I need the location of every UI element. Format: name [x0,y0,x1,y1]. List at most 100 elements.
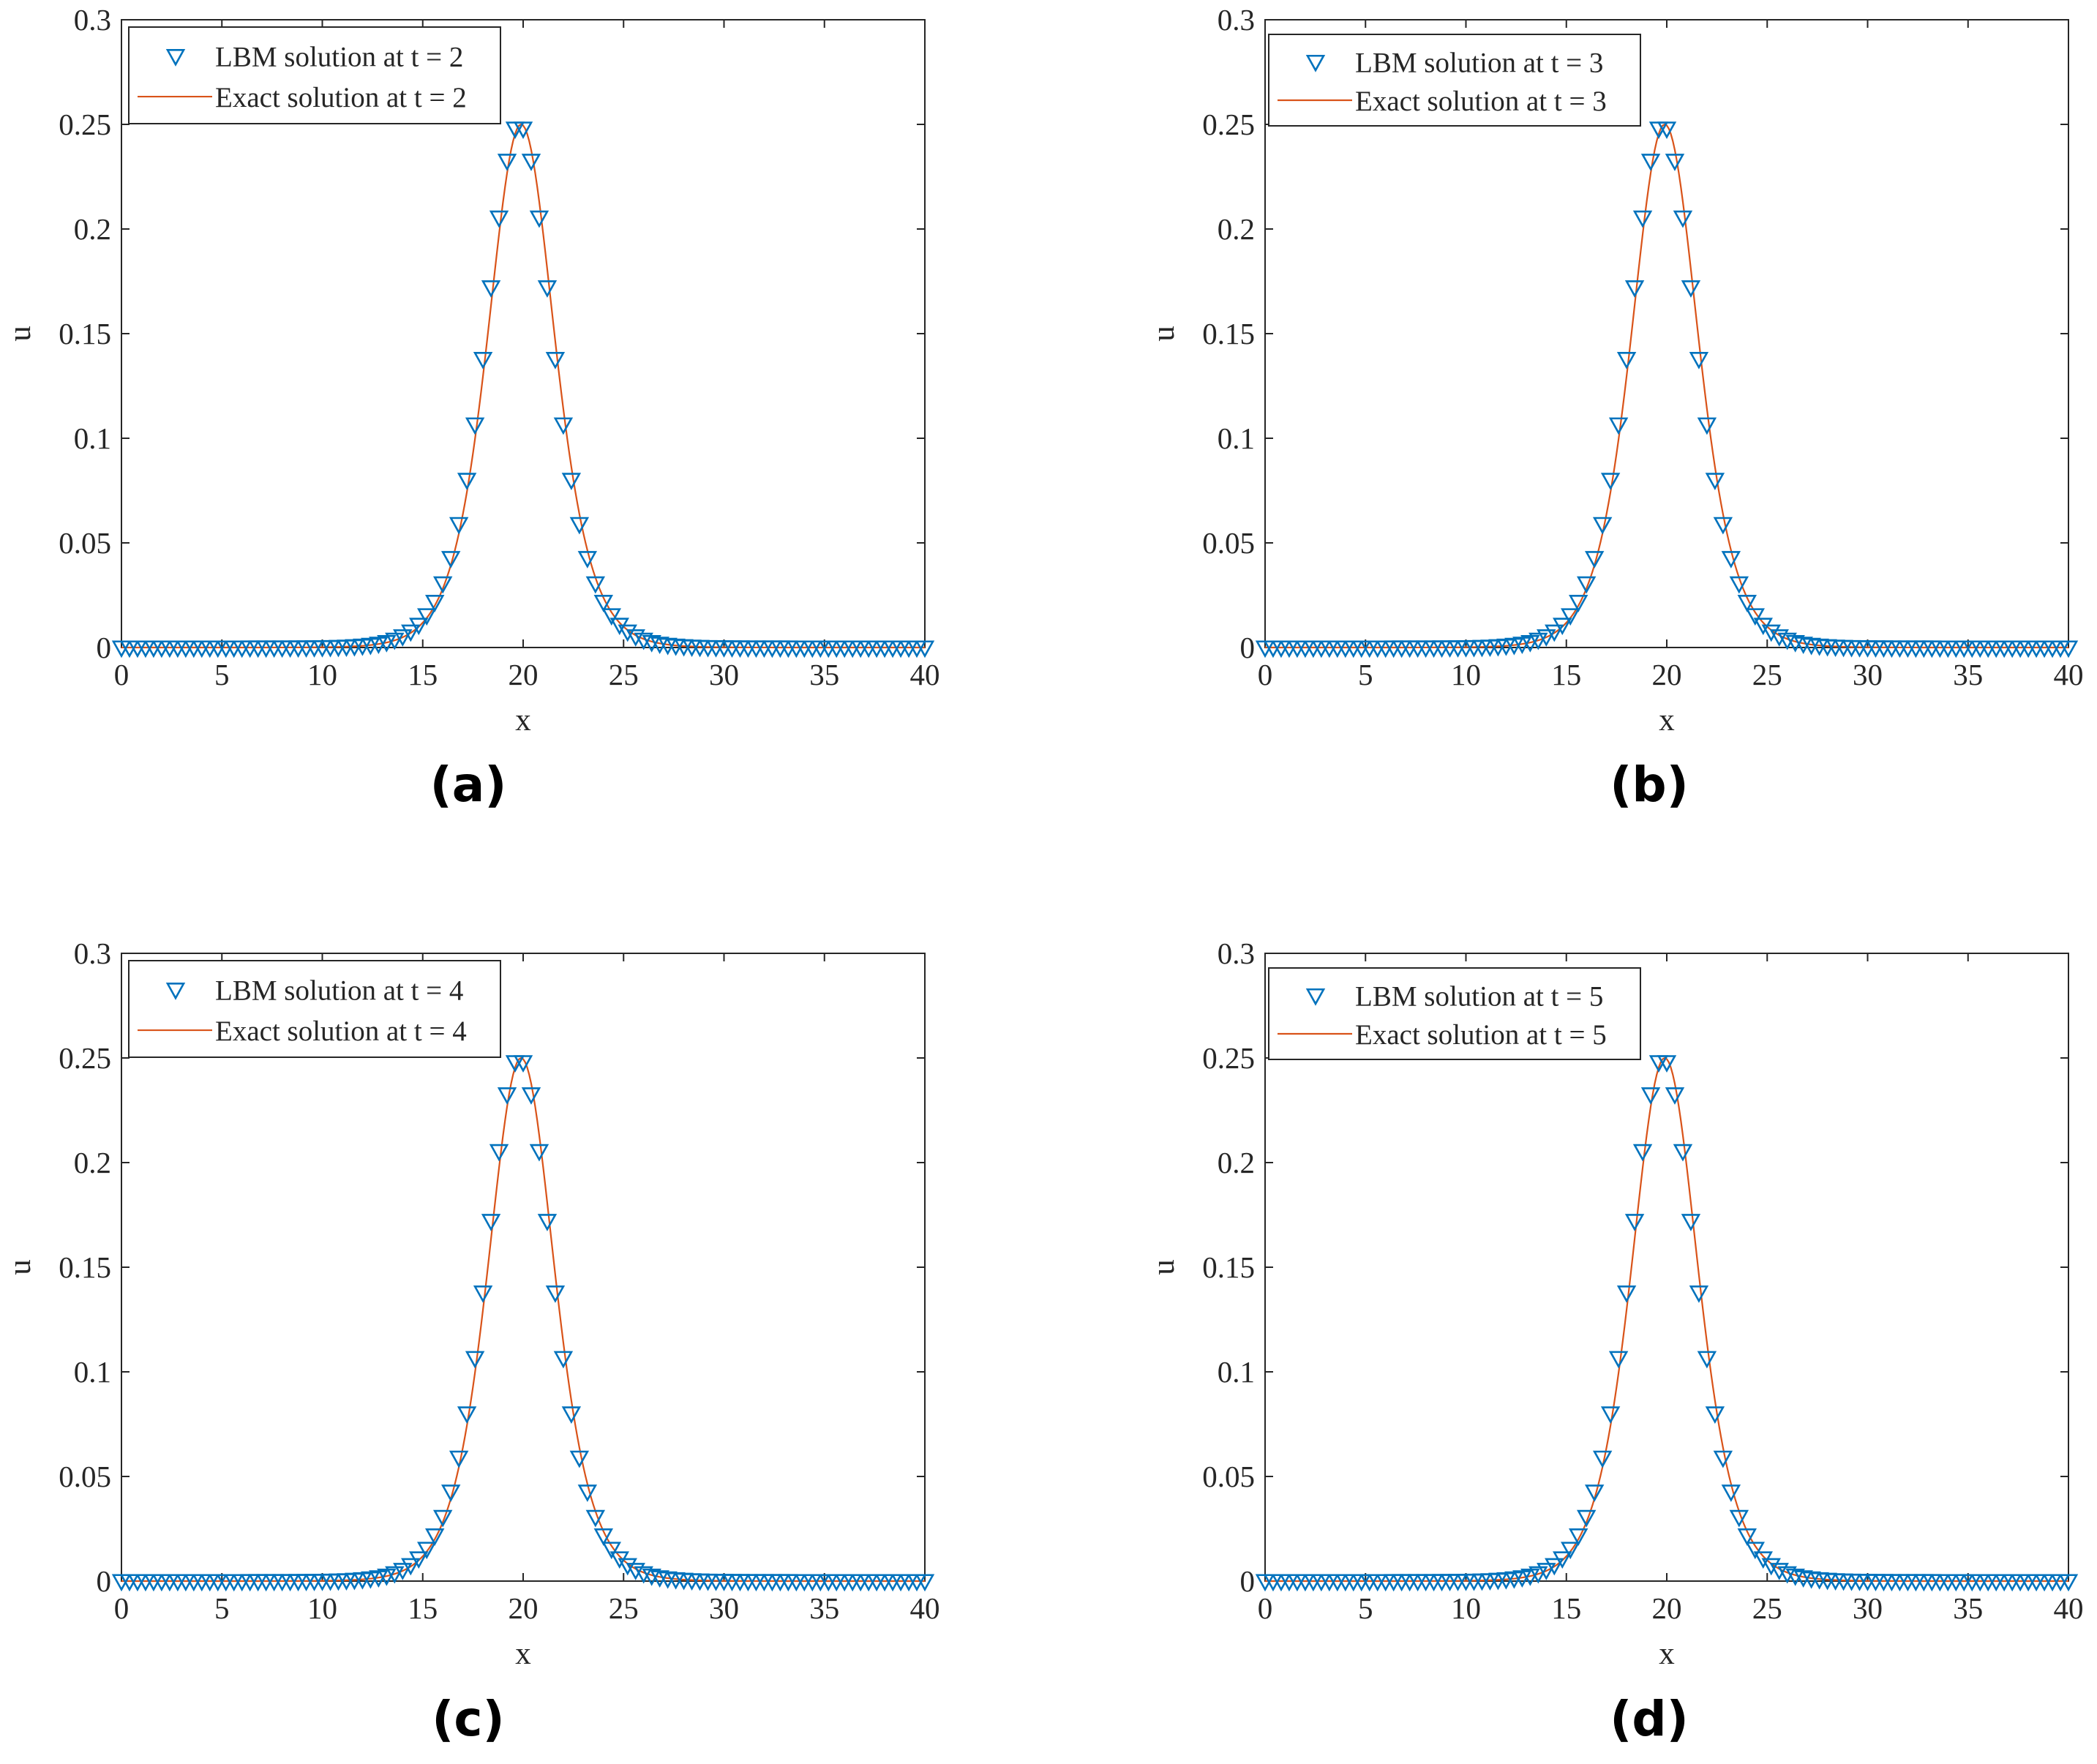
lbm-marker [858,640,879,658]
lbm-marker [2002,1574,2022,1592]
lbm-marker [1697,417,1717,435]
lbm-marker [1592,1450,1613,1468]
lbm-marker [730,1574,750,1592]
lbm-marker [473,1286,493,1303]
lbm-marker [1986,1574,2006,1592]
lbm-marker [232,1574,252,1592]
lbm-marker [1520,634,1540,653]
lbm-marker [425,595,445,612]
lbm-marker [1327,1574,1348,1592]
lbm-marker [1850,1574,1869,1591]
lbm-marker [1994,1574,2014,1592]
lbm-marker [842,1574,863,1592]
lbm-marker [601,608,621,626]
lbm-marker [577,1485,598,1502]
lbm-marker [168,640,188,658]
lbm-marker [224,640,244,658]
exact-solution-line [1265,1056,2068,1583]
x-tick-label: 40 [910,658,940,691]
lbm-marker [2010,1574,2030,1592]
lbm-marker [151,640,172,658]
y-tick-label: 0.1 [1218,421,1255,455]
lbm-marker [385,632,405,650]
lbm-marker [722,1574,742,1592]
lbm-marker [377,1568,397,1586]
panel-b: 0 5 10 15 20 25 30 35 40 0 0.05 0.1 0.15 0.2 0.25 0.3 x u… [1147,3,2084,813]
lbm-marker [1994,640,2014,658]
y-tick-label: 0.2 [74,212,111,246]
lbm-marker [417,608,437,626]
y-tick-label: 0.2 [74,1146,111,1179]
lbm-marker [1914,640,1934,658]
x-tick-label: 40 [2054,658,2084,691]
lbm-marker [1359,1574,1379,1592]
lbm-marker [874,640,895,658]
y-tick-label: 0.3 [74,937,111,970]
lbm-marker [1271,1574,1291,1592]
lbm-marker [208,640,228,658]
lbm-marker [1376,640,1395,658]
lbm-marker [272,1574,292,1592]
lbm-marker [1343,640,1363,658]
lbm-marker [449,517,469,535]
x-tick-label: 20 [509,658,539,691]
lbm-marker [529,210,549,228]
lbm-marker [1713,1450,1733,1468]
lbm-marker [585,576,606,594]
lbm-marker [216,640,236,658]
lbm-marker [248,640,268,658]
legend-marker-sample [1305,54,1326,72]
lbm-marker [320,639,340,658]
lbm-marker [1866,1574,1886,1592]
lbm-marker [762,640,782,658]
lbm-marker [2018,1574,2038,1592]
lbm-marker [722,640,742,658]
lbm-marker [1351,640,1371,658]
x-tick-label: 10 [307,658,337,691]
lbm-marker [1962,640,1982,658]
y-tick-label: 0.1 [1218,1355,1255,1389]
lbm-marker [1632,210,1653,228]
x-tick-label: 30 [1853,658,1883,691]
lbm-marker [866,1574,887,1592]
lbm-marker [529,1144,549,1162]
lbm-marker [417,1542,437,1560]
lbm-marker [1343,1574,1363,1592]
lbm-marker [1954,1574,1974,1592]
legend-box [128,26,501,124]
lbm-marker [1874,640,1894,658]
lbm-marker [1464,639,1484,658]
lbm-marker [874,1574,895,1592]
y-tick-label: 0.1 [74,421,111,455]
lbm-marker [1271,640,1291,658]
lbm-marker [770,640,790,658]
lbm-marker [1368,1574,1387,1592]
lbm-marker [1866,640,1886,658]
lbm-marker [1681,1214,1701,1231]
lbm-marker [1689,1286,1709,1303]
lbm-marker [1553,1551,1572,1569]
lbm-marker [842,640,863,658]
lbm-marker [618,624,637,642]
x-axis-label: x [1659,1637,1675,1671]
legend-entry-exact: Exact solution at t = 3 [1355,86,1607,117]
x-tick-label: 20 [509,1591,539,1625]
lbm-marker [827,1574,847,1592]
lbm-marker [432,1509,453,1528]
lbm-marker [393,1563,413,1580]
lbm-marker [899,640,919,658]
lbm-marker [449,1450,469,1468]
lbm-marker [1263,640,1283,658]
x-axis-label: x [515,1637,531,1671]
lbm-marker [626,629,645,647]
y-tick-label: 0 [97,1564,112,1598]
lbm-marker [1665,1087,1685,1105]
lbm-marker [1311,1574,1332,1592]
lbm-marker [1673,210,1693,228]
lbm-marker [377,634,397,653]
lbm-marker [1569,595,1588,612]
lbm-marker [432,576,453,594]
lbm-marker [537,280,558,298]
lbm-marker [1842,639,1861,658]
y-tick-label: 0.05 [59,1460,111,1493]
